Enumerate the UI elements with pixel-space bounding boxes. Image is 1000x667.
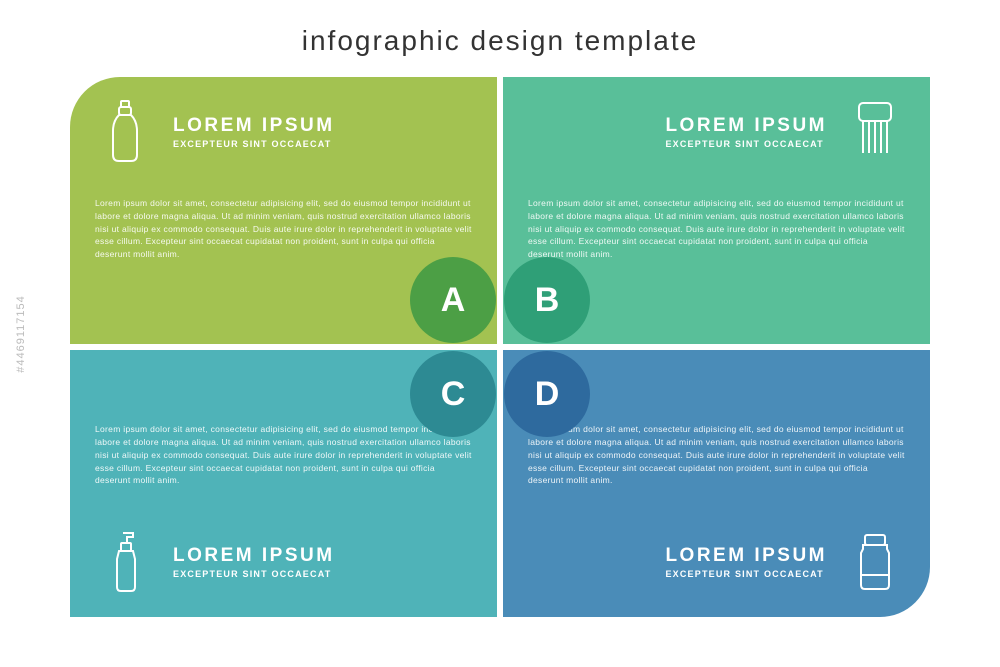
- infographic-grid: LOREM IPSUM EXCEPTEUR SINT OCCAECAT Lore…: [70, 77, 930, 617]
- card-a-subtitle: EXCEPTEUR SINT OCCAECAT: [173, 139, 335, 149]
- card-b: LOREM IPSUM EXCEPTEUR SINT OCCAECAT Lore…: [503, 77, 930, 344]
- card-b-body: Lorem ipsum dolor sit amet, consectetur …: [503, 187, 930, 281]
- pump-bottle-icon: [95, 522, 155, 602]
- watermark-text: #4469117154: [15, 295, 27, 372]
- comb-icon: [845, 92, 905, 172]
- card-c-body: Lorem ipsum dolor sit amet, consectetur …: [70, 403, 497, 507]
- card-d-body: Lorem ipsum dolor sit amet, consectetur …: [503, 403, 930, 507]
- card-c: LOREM IPSUM EXCEPTEUR SINT OCCAECAT Lore…: [70, 350, 497, 617]
- page-title: infographic design template: [302, 25, 698, 57]
- card-b-title: LOREM IPSUM: [665, 115, 827, 137]
- jar-icon: [845, 522, 905, 602]
- card-c-title: LOREM IPSUM: [173, 545, 335, 567]
- card-a-title: LOREM IPSUM: [173, 115, 335, 137]
- card-a-body: Lorem ipsum dolor sit amet, consectetur …: [70, 187, 497, 281]
- card-d: LOREM IPSUM EXCEPTEUR SINT OCCAECAT Lore…: [503, 350, 930, 617]
- card-d-title: LOREM IPSUM: [665, 545, 827, 567]
- card-a: LOREM IPSUM EXCEPTEUR SINT OCCAECAT Lore…: [70, 77, 497, 344]
- card-b-subtitle: EXCEPTEUR SINT OCCAECAT: [665, 139, 827, 149]
- card-c-subtitle: EXCEPTEUR SINT OCCAECAT: [173, 569, 335, 579]
- card-d-subtitle: EXCEPTEUR SINT OCCAECAT: [665, 569, 827, 579]
- spray-bottle-icon: [95, 92, 155, 172]
